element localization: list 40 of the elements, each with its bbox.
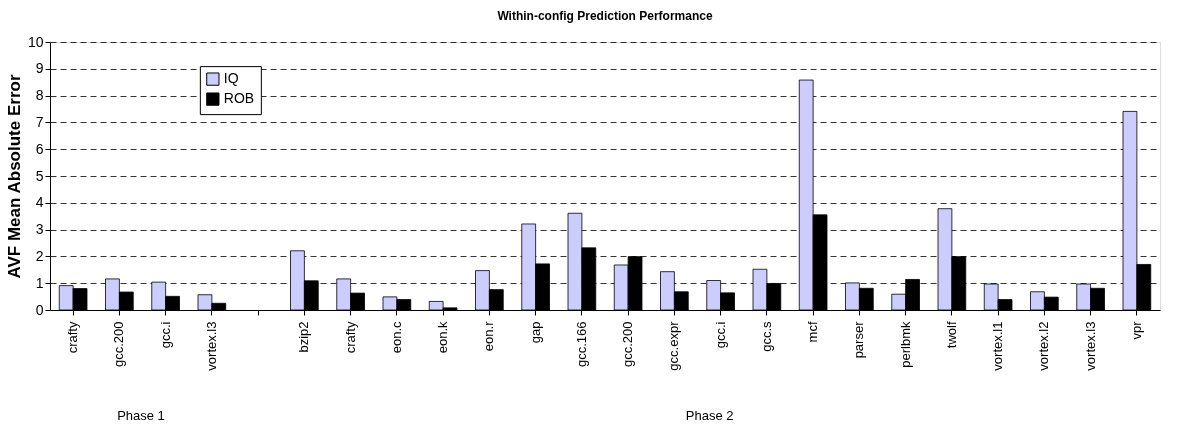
y-axis-title: AVF Mean Absolute Error	[4, 74, 24, 279]
x-tick-label: vortex.l3	[203, 321, 219, 371]
x-tick-label: vpr	[1128, 320, 1144, 340]
text: Phase 2	[685, 408, 734, 423]
y-tick-label: 5	[35, 167, 44, 184]
x-tick-label: gcc.200	[620, 321, 636, 368]
legend-label: ROB	[223, 90, 255, 107]
x-tick-label: gcc.s	[758, 321, 774, 352]
x-tick-label: eon.k	[435, 321, 451, 354]
x-tick-label: gap	[527, 321, 543, 344]
x-tick-label: vortex.l1	[990, 321, 1006, 371]
x-tick-label: crafty	[65, 321, 81, 354]
x-tick-label: eon.r	[481, 320, 497, 352]
x-tick-label: gcc.expr	[666, 320, 682, 371]
x-tick-label: vortex.l2	[1036, 321, 1052, 371]
y-tick-label: 0	[35, 301, 44, 318]
x-tick-label: gcc.i	[712, 321, 728, 349]
chart-title: Within-config Prediction Performance	[497, 9, 713, 23]
y-tick-label: 10	[27, 33, 44, 50]
y-tick-label: 3	[35, 221, 44, 238]
x-tick-label: mcf	[805, 321, 821, 343]
x-tick-label: crafty	[342, 321, 358, 354]
x-tick-label: bzip2	[296, 321, 312, 353]
x-tick-label: gcc.200	[111, 321, 127, 368]
x-tick-label: vortex.l3	[1082, 321, 1098, 371]
x-tick-label: parser	[851, 320, 867, 359]
y-tick-label: 8	[35, 87, 44, 104]
x-tick-label: perlbmk	[897, 321, 913, 368]
y-tick-label: 6	[35, 140, 44, 157]
y-tick-label: 7	[35, 113, 44, 130]
x-tick-label: gcc.i	[157, 321, 173, 349]
y-tick-label: 4	[35, 194, 44, 211]
y-tick-label: 1	[35, 274, 44, 291]
legend-label: IQ	[223, 70, 239, 87]
x-tick-label: twolf	[943, 321, 959, 349]
x-tick-label: eon.c	[388, 321, 404, 354]
x-tick-label: gcc.166	[573, 321, 589, 368]
text: Phase 1	[117, 408, 165, 423]
y-tick-label: 2	[35, 247, 44, 264]
y-tick-label: 9	[35, 60, 44, 77]
